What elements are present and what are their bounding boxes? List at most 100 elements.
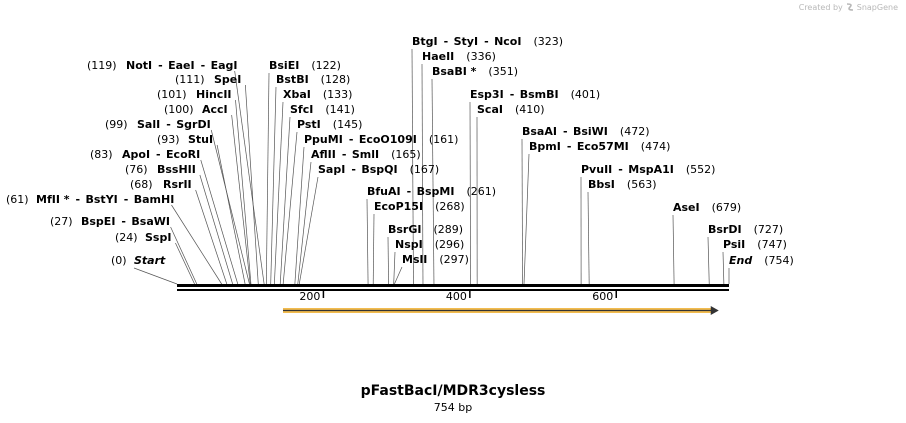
site-leader-line [394,266,403,285]
site-leader-line [200,159,239,285]
site-name-separator: - [124,193,129,206]
site-enzyme-name: BstBI [276,73,309,86]
site-label-group: AseI (679) [673,201,741,214]
site-name-separator: - [349,133,354,146]
site-leader-line [199,174,233,285]
site-enzyme-name: SalI [137,118,160,131]
site-labels: (0) Start(24) SspI(27) BspEI - BsaWI(61) MfII … [6,35,794,267]
site-label-group: SfcI (141) [290,103,355,116]
site-position-label: (351) [488,65,518,78]
site-label-group: BsrGI (289) [388,223,463,236]
site-position-label: (24) [115,231,138,244]
site-label-group: SapI - BspQI (167) [318,163,439,176]
site-enzyme-name: BsaAI [522,125,557,138]
site-enzyme-name: PsiI [723,238,745,251]
site-leader-line [393,251,396,285]
site-label-group: (83) ApoI - EcoRI [90,148,200,161]
site-label-group: BsrDI (727) [708,223,783,236]
site-name-separator: - [444,35,449,48]
site-label-group: (100) AccI [164,103,228,116]
site-label-group: (0) Start [111,254,166,267]
site-position-label: (552) [686,163,716,176]
site-leader-line [521,138,523,285]
site-name-separator: - [342,148,347,161]
site-leader-line [175,242,195,285]
site-enzyme-name: BspQI [361,163,397,176]
sequence-backbone [177,284,729,287]
site-label-group: (27) BspEI - BsaWI [50,215,170,228]
site-label-group: BpmI - Eco57MI (474) [529,140,670,153]
site-name-separator: - [510,88,515,101]
site-position-label: (167) [410,163,440,176]
site-position-label: (727) [754,223,784,236]
site-position-label: (563) [627,178,657,191]
site-name-separator: - [567,140,572,153]
ruler-tick-label: 200 [299,290,320,303]
site-enzyme-name: BsiEI [269,59,299,72]
site-label-group: (101) HincII [157,88,232,101]
site-leader-line [387,236,389,285]
site-position-label: (754) [764,254,794,267]
site-position-label: (410) [515,103,545,116]
site-leader-line [523,153,530,285]
site-leader-line [372,213,375,285]
site-label-group: PstI (145) [297,118,362,131]
site-position-label: (100) [164,103,194,116]
site-enzyme-name: BamHI [134,193,175,206]
site-leader-line [722,251,725,285]
site-enzyme-name: NcoI [494,35,521,48]
site-position-label: (679) [712,201,742,214]
site-enzyme-name: PpuMI [304,133,343,146]
site-enzyme-name: RsrII [163,178,192,191]
site-label-group: (119) NotI - EaeI - EagI [87,59,238,72]
site-enzyme-name: BssHII [157,163,196,176]
site-position-label: (68) [130,178,153,191]
site-position-label: (76) [125,163,148,176]
site-position-label: (122) [311,59,341,72]
site-enzyme-name: EcoP15I [374,200,423,213]
site-enzyme-name: PstI [297,118,321,131]
site-leader-line [707,236,710,285]
site-label-group: (93) StuI [157,133,213,146]
site-enzyme-name: SpeI [214,73,241,86]
site-leader-line [171,204,222,285]
site-position-label: (83) [90,148,113,161]
site-leader-line [421,63,424,285]
site-enzyme-name: End [729,254,752,267]
site-leader-line [195,189,228,285]
site-label-group: PvuII - MspA1I (552) [581,163,715,176]
site-enzyme-name: ScaI [477,103,503,116]
site-position-label: (289) [433,223,463,236]
site-enzyme-name: BbsI [588,178,615,191]
site-name-separator: - [563,125,568,138]
site-position-label: (141) [325,103,355,116]
feature-arrow[interactable] [283,306,719,315]
site-position-label: (119) [87,59,117,72]
site-label-group: BtgI - StyI - NcoI (323) [412,35,563,48]
site-enzyme-name: Start [134,254,166,267]
site-position-label: (0) [111,254,127,267]
site-position-label: (128) [321,73,351,86]
site-enzyme-name: HaeII [422,50,454,63]
site-position-label: (474) [641,140,671,153]
site-label-group: (68) RsrII [130,178,192,191]
site-leader-line [587,191,590,285]
site-position-label: (161) [429,133,459,146]
site-name-separator: - [407,185,412,198]
credit-prefix: Created by [798,2,843,12]
site-label-group: (61) MfII * - BstYI - BamHI [6,193,174,206]
site-leader-line [274,101,284,285]
site-leader-line [133,267,178,285]
site-label-group: BsiEI (122) [269,59,341,72]
site-position-label: (747) [757,238,787,251]
site-enzyme-name: BsaWI [131,215,170,228]
ruler-tick-label: 400 [446,290,467,303]
site-enzyme-name: AflII [311,148,336,161]
sequence-backbone-strand [177,289,729,291]
site-label-group: XbaI (133) [283,88,352,101]
site-name-separator: - [156,148,161,161]
site-position-label: (145) [333,118,363,131]
site-enzyme-name: MspA1I [628,163,674,176]
site-enzyme-name: ApoI [122,148,150,161]
